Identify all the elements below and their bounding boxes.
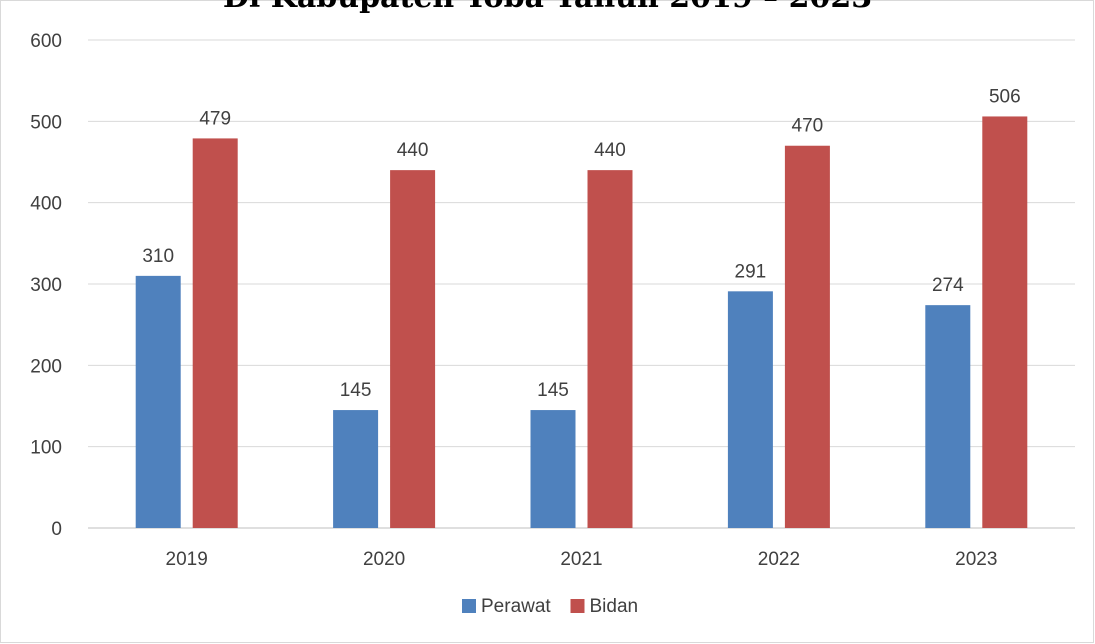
bar-bidan xyxy=(390,170,436,528)
bars xyxy=(135,116,1028,528)
bar-perawat xyxy=(727,291,773,528)
y-tick-label: 600 xyxy=(30,31,62,52)
x-tick-label: 2019 xyxy=(166,549,208,570)
bar-bidan xyxy=(982,116,1028,528)
legend-swatch-perawat xyxy=(462,599,476,613)
bar-bidan xyxy=(587,170,633,528)
bar-perawat xyxy=(530,410,576,528)
legend-swatch-bidan xyxy=(570,599,585,613)
legend-label: Perawat xyxy=(481,596,551,617)
data-label: 145 xyxy=(340,380,372,401)
data-labels: 310 479 145 440 145 440 291 470 274 506 xyxy=(142,86,1020,401)
y-tick-label: 100 xyxy=(30,438,62,459)
y-tick-label: 300 xyxy=(30,275,62,296)
data-label: 440 xyxy=(594,140,626,161)
x-tick-label: 2021 xyxy=(560,549,602,570)
gridlines xyxy=(88,39,1075,529)
x-tick-label: 2020 xyxy=(363,549,405,570)
data-label: 274 xyxy=(932,275,964,296)
y-axis-ticks: 0 100 200 300 400 500 600 xyxy=(30,31,62,540)
x-tick-label: 2022 xyxy=(758,549,800,570)
data-label: 145 xyxy=(537,380,569,401)
y-tick-label: 200 xyxy=(30,356,62,377)
data-label: 440 xyxy=(397,140,429,161)
data-label: 479 xyxy=(199,108,231,129)
y-tick-label: 0 xyxy=(51,519,62,540)
bar-perawat xyxy=(333,410,379,528)
y-tick-label: 500 xyxy=(30,112,62,133)
chart-title: Di Kabupaten Toba Tahun 2019 – 2023 xyxy=(0,0,1095,16)
data-label: 291 xyxy=(735,261,767,282)
legend-label: Bidan xyxy=(590,596,639,617)
data-label: 310 xyxy=(142,246,174,267)
y-tick-label: 400 xyxy=(30,194,62,215)
legend: Perawat Bidan xyxy=(462,596,638,617)
x-tick-label: 2023 xyxy=(955,549,997,570)
bar-perawat xyxy=(135,275,181,528)
data-label: 506 xyxy=(989,86,1021,107)
data-label: 470 xyxy=(792,116,824,137)
x-axis-ticks: 2019 2020 2021 2022 2023 xyxy=(166,549,998,570)
bar-bidan xyxy=(784,145,830,528)
bar-bidan xyxy=(192,138,238,528)
bar-perawat xyxy=(925,305,971,528)
